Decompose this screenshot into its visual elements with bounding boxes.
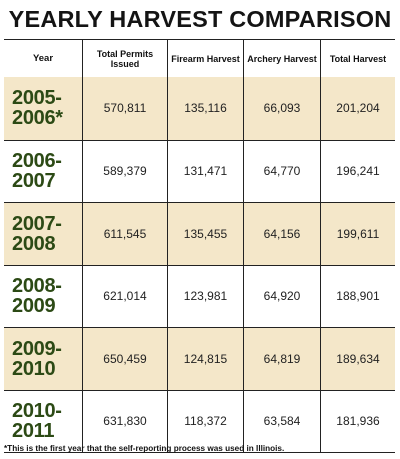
harvest-table: Year Total Permits Issued Firearm Harves… <box>4 39 395 453</box>
firearm-cell: 135,116 <box>167 77 243 140</box>
firearm-cell: 124,815 <box>167 328 243 390</box>
permits-cell: 631,830 <box>82 390 167 452</box>
year-cell: 2005- 2006* <box>4 77 82 140</box>
permits-cell: 621,014 <box>82 265 167 327</box>
archery-cell: 64,920 <box>243 265 320 327</box>
header-year: Year <box>32 52 54 64</box>
year-line-2: 2007 <box>12 170 56 193</box>
year-line-2: 2008 <box>12 232 56 255</box>
permits-cell: 611,545 <box>82 203 167 265</box>
year-cell: 2006- 2007 <box>4 141 82 203</box>
firearm-cell: 118,372 <box>167 390 243 452</box>
total-harvest-cell: 196,241 <box>320 140 395 202</box>
archery-cell: 66,093 <box>243 77 320 140</box>
table-row: 2010- 2011 631,830 118,372 63,584 181,936 <box>4 389 395 453</box>
total-harvest-cell: 199,611 <box>320 203 395 265</box>
firearm-cell: 123,981 <box>167 265 243 327</box>
year-cell: 2008- 2009 <box>4 266 82 328</box>
table-row: 2008- 2009 621,014 123,981 64,920 188,901 <box>4 264 395 328</box>
year-line-1: 2005- <box>12 87 62 110</box>
year-cell: 2010- 2011 <box>4 391 82 453</box>
year-cell: 2009- 2010 <box>4 328 82 390</box>
archery-cell: 64,770 <box>243 140 320 202</box>
header-firearm-harvest: Firearm Harvest <box>167 40 243 77</box>
year-line-2: 2010 <box>12 357 56 380</box>
table-row: 2007- 2008 611,545 135,455 64,156 199,611 <box>4 202 395 265</box>
header-total-harvest: Total Harvest <box>320 40 395 77</box>
year-line-1: 2006- <box>12 150 62 173</box>
year-line-1: 2009- <box>12 337 62 360</box>
total-harvest-cell: 181,936 <box>320 390 395 452</box>
firearm-cell: 135,455 <box>167 203 243 265</box>
archery-cell: 64,819 <box>243 328 320 390</box>
archery-cell: 63,584 <box>243 390 320 452</box>
year-line-2: 2011 <box>12 420 55 443</box>
table-header-row: Year Total Permits Issued Firearm Harves… <box>4 40 395 77</box>
year-cell: 2007- 2008 <box>4 203 82 265</box>
table-row: 2006- 2007 589,379 131,471 64,770 196,241 <box>4 139 395 203</box>
year-line-1: 2008- <box>12 275 62 298</box>
total-harvest-cell: 188,901 <box>320 265 395 327</box>
page-title: YEARLY HARVEST COMPARISON <box>8 6 392 32</box>
year-line-1: 2010- <box>12 400 62 423</box>
total-harvest-cell: 189,634 <box>320 328 395 390</box>
header-total-permits: Total Permits Issued <box>82 40 167 77</box>
year-line-2: 2006* <box>12 107 63 130</box>
permits-cell: 650,459 <box>82 328 167 390</box>
archery-cell: 64,156 <box>243 203 320 265</box>
permits-cell: 570,811 <box>82 77 167 140</box>
year-line-1: 2007- <box>12 212 62 235</box>
table-row: 2005- 2006* 570,811 135,116 66,093 201,204 <box>4 77 395 140</box>
total-harvest-cell: 201,204 <box>320 77 395 140</box>
year-line-2: 2009 <box>12 295 56 318</box>
footnote: *This is the first year that the self-re… <box>4 444 285 453</box>
firearm-cell: 131,471 <box>167 140 243 202</box>
header-archery-harvest: Archery Harvest <box>243 40 320 77</box>
table-row: 2009- 2010 650,459 124,815 64,819 189,634 <box>4 327 395 390</box>
permits-cell: 589,379 <box>82 140 167 202</box>
